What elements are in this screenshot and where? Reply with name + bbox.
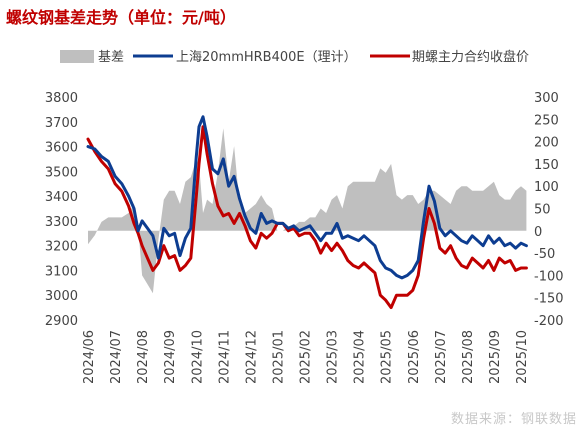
y-right-tick-label: 100 <box>534 180 559 195</box>
x-tick-label: 2025/08 <box>461 330 476 384</box>
legend-label-futures: 期螺主力合约收盘价 <box>412 49 529 65</box>
chart-title: 螺纹钢基差走势（单位：元/吨） <box>6 8 236 27</box>
y-right-tick-label: 0 <box>534 225 542 240</box>
y-left-tick-label: 3200 <box>45 240 78 255</box>
x-tick-label: 2024/07 <box>109 330 124 384</box>
y-right-tick-label: 150 <box>534 158 559 173</box>
y-left-tick-label: 3600 <box>45 141 78 156</box>
y-left-tick-label: 3000 <box>45 289 78 304</box>
x-tick-label: 2025/05 <box>380 330 395 384</box>
y-left-tick-label: 3800 <box>45 91 78 106</box>
x-tick-label: 2024/09 <box>163 330 178 384</box>
x-tick-label: 2024/08 <box>136 330 151 384</box>
x-tick-label: 2025/09 <box>488 330 503 384</box>
y-left-tick-label: 3400 <box>45 190 78 205</box>
x-tick-label: 2025/06 <box>407 330 422 384</box>
series-line-spot <box>86 115 528 280</box>
y-right-tick-label: 50 <box>534 203 551 218</box>
y-left-tick-label: 3100 <box>45 264 78 279</box>
x-tick-label: 2025/02 <box>299 330 314 384</box>
source-note: 数据来源：钢联数据 <box>450 412 577 427</box>
y-left-tick-label: 3500 <box>45 165 78 180</box>
x-tick-label: 2024/06 <box>82 330 97 384</box>
x-tick-label: 2024/12 <box>244 330 259 384</box>
y-right-tick-label: 200 <box>534 136 559 151</box>
y-left-tick-label: 2900 <box>45 314 78 329</box>
y-right-tick-label: 250 <box>534 113 559 128</box>
y-right-tick-label: 300 <box>534 91 559 106</box>
series-line-futures <box>86 125 528 310</box>
x-tick-label: 2025/07 <box>434 330 449 384</box>
x-tick-label: 2025/10 <box>515 330 530 384</box>
legend-swatch-basis <box>60 50 94 63</box>
legend-label-basis: 基差 <box>98 50 124 65</box>
x-tick-label: 2024/11 <box>217 330 232 384</box>
x-tick-label: 2025/01 <box>271 330 286 384</box>
legend-label-spot: 上海20mmHRB400E（理计） <box>176 50 357 65</box>
x-tick-label: 2024/10 <box>190 330 205 384</box>
y-right-tick-label: -100 <box>534 269 564 284</box>
y-left-tick-label: 3300 <box>45 215 78 230</box>
x-tick-label: 2025/03 <box>326 330 341 384</box>
legend: 基差 上海20mmHRB400E（理计） 期螺主力合约收盘价 <box>60 49 529 65</box>
y-left-tick-label: 3700 <box>45 116 78 131</box>
x-tick-label: 2025/04 <box>353 330 368 384</box>
y-right-tick-label: -150 <box>534 292 564 307</box>
y-right-tick-label: -50 <box>534 247 555 262</box>
y-right-tick-label: -200 <box>534 314 564 329</box>
